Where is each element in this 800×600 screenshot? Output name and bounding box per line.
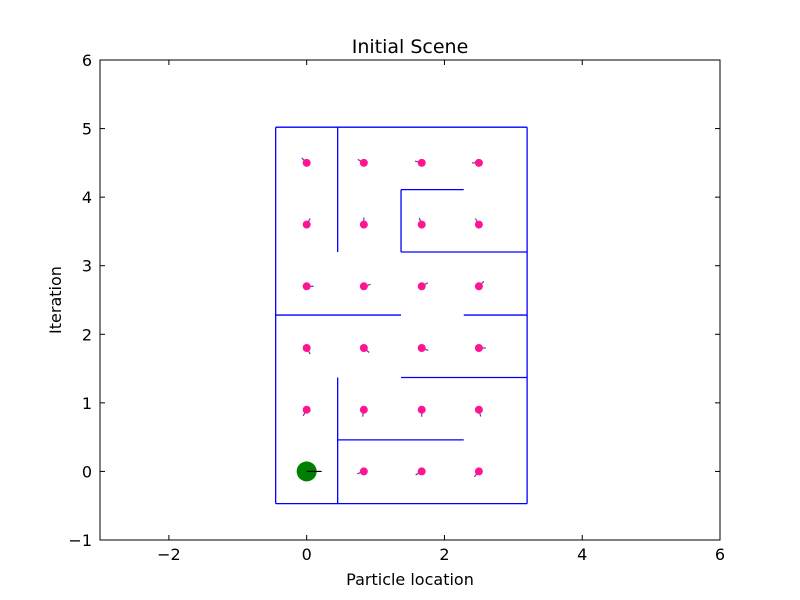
particle-11: [474, 282, 483, 291]
robot: [296, 461, 322, 482]
y-tick-label: 6: [82, 51, 92, 70]
plot-frame: [99, 59, 721, 541]
particle-4: [302, 220, 311, 229]
particle-10: [417, 282, 426, 291]
particle-12: [302, 344, 311, 352]
particle-15: [474, 344, 483, 352]
axis-ticks: −2 0 2 4 6 −1 0 1 2 3 4 5 6: [68, 51, 725, 564]
y-tick-label: 4: [82, 188, 92, 207]
particle-8: [302, 282, 311, 291]
particle-9: [359, 282, 368, 291]
particle-22: [474, 467, 483, 476]
particle-headings: [301, 157, 486, 478]
particle-0: [302, 158, 311, 167]
x-axis-label: Particle location: [346, 570, 474, 589]
particles: [302, 158, 483, 476]
y-tick-label: 3: [82, 257, 92, 276]
x-tick-label: 2: [439, 545, 449, 564]
particle-16: [302, 405, 311, 414]
y-tick-label: 2: [82, 325, 92, 344]
x-tick-label: 4: [577, 545, 587, 564]
particle-2: [417, 158, 426, 167]
particle-19: [474, 405, 483, 414]
particle-20: [359, 467, 368, 476]
particle-21: [417, 467, 426, 476]
particle-1: [359, 158, 368, 167]
particle-6: [417, 220, 426, 229]
y-tick-label: 0: [82, 462, 92, 481]
chart-title: Initial Scene: [352, 36, 469, 58]
y-tick-label: −1: [68, 531, 92, 550]
particle-14: [417, 344, 426, 352]
y-axis-label: Iteration: [46, 266, 65, 334]
y-tick-label: 5: [82, 120, 92, 139]
particle-5: [359, 220, 368, 229]
particle-17: [359, 405, 368, 414]
particle-18: [417, 405, 426, 414]
x-tick-label: 0: [302, 545, 312, 564]
maze-walls: [275, 126, 528, 505]
x-tick-label: 6: [715, 545, 725, 564]
particle-13: [359, 344, 368, 352]
particle-7: [474, 220, 483, 229]
y-tick-label: 1: [82, 394, 92, 413]
particle-3: [474, 158, 483, 167]
x-tick-label: −2: [157, 545, 181, 564]
